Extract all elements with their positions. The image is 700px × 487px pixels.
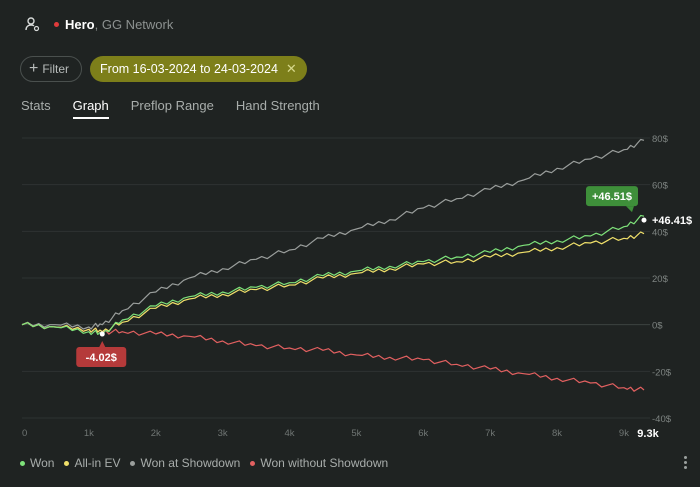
legend-dot bbox=[20, 460, 25, 466]
legend-item-won-without-showdown[interactable]: Won without Showdown bbox=[250, 456, 388, 470]
legend-item-won-at-showdown[interactable]: Won at Showdown bbox=[130, 456, 240, 470]
legend-dot bbox=[250, 460, 256, 466]
user-settings-icon[interactable] bbox=[24, 16, 40, 32]
y-tick-label: -40$ bbox=[652, 414, 672, 425]
add-filter-button[interactable]: + Filter bbox=[20, 56, 83, 82]
tab-stats[interactable]: Stats bbox=[21, 98, 51, 113]
tab-bar: Stats Graph Preflop Range Hand Strength bbox=[21, 98, 320, 119]
legend-dot bbox=[64, 460, 70, 466]
x-tick-label: 0 bbox=[22, 428, 27, 439]
date-range-chip[interactable]: From 16-03-2024 to 24-03-2024 ✕ bbox=[90, 56, 307, 82]
x-tick-label: 3k bbox=[218, 428, 228, 439]
y-tick-label: -20$ bbox=[652, 367, 672, 378]
chart-legend: Won All-in EV Won at Showdown Won withou… bbox=[20, 456, 388, 470]
x-tick-label: 1k bbox=[84, 428, 94, 439]
x-tick-label: 8k bbox=[552, 428, 562, 439]
profit-graph: 80$ 60$ 40$ 20$ 0$ -20$ -40$ 0 1k 2k 3k 4k 5k 6k 7k 8k 9… bbox=[21, 134, 692, 440]
tab-preflop-range[interactable]: Preflop Range bbox=[130, 98, 214, 113]
min-point-badge bbox=[76, 347, 127, 368]
end-point-marker bbox=[641, 217, 647, 223]
series-line-won-at-showdown bbox=[21, 138, 645, 330]
x-tick-label: 4k bbox=[285, 428, 295, 439]
x-tick-label: 9k bbox=[619, 428, 629, 439]
network-dot bbox=[54, 21, 59, 27]
filter-bar: + Filter From 16-03-2024 to 24-03-2024 ✕ bbox=[20, 56, 307, 82]
series-line-won bbox=[21, 214, 645, 336]
won-final-badge-pointer bbox=[626, 206, 634, 213]
y-tick-label: 20$ bbox=[652, 274, 669, 285]
date-range-label: From 16-03-2024 to 24-03-2024 bbox=[100, 62, 278, 76]
y-tick-label: 0$ bbox=[652, 321, 663, 332]
filter-label: Filter bbox=[42, 62, 70, 76]
legend-label: Won at Showdown bbox=[140, 456, 241, 470]
plus-icon: + bbox=[29, 60, 39, 77]
series-line-won-without-showdown bbox=[21, 322, 645, 392]
legend-label: Won without Showdown bbox=[260, 456, 389, 470]
legend-item-won[interactable]: Won bbox=[20, 456, 54, 470]
x-tick-label: 6k bbox=[418, 428, 428, 439]
min-badge-pointer bbox=[99, 341, 106, 348]
y-tick-label: 40$ bbox=[652, 227, 669, 238]
x-max-label: 9.3k bbox=[637, 428, 659, 440]
x-tick-label: 5k bbox=[351, 428, 361, 439]
header: Hero , GG Network bbox=[24, 14, 173, 34]
more-vertical-icon[interactable] bbox=[682, 454, 688, 471]
won-final-badge bbox=[586, 186, 638, 207]
legend-item-allin-ev[interactable]: All-in EV bbox=[64, 456, 120, 470]
y-tick-label: 80$ bbox=[652, 134, 669, 145]
series-line-all-in-ev bbox=[21, 231, 645, 333]
legend-label: All-in EV bbox=[74, 456, 121, 470]
min-point-label: -4.02$ bbox=[86, 352, 117, 364]
tab-hand-strength[interactable]: Hand Strength bbox=[235, 98, 320, 113]
tab-graph[interactable]: Graph bbox=[72, 98, 109, 119]
close-icon[interactable]: ✕ bbox=[285, 61, 297, 76]
player-name: Hero bbox=[65, 16, 95, 32]
min-point-marker bbox=[99, 331, 105, 337]
legend-dot bbox=[130, 460, 136, 466]
won-final-label: +46.51$ bbox=[592, 191, 632, 203]
y-tick-label: 60$ bbox=[652, 181, 669, 192]
network-name: , GG Network bbox=[94, 16, 174, 32]
legend-label: Won bbox=[30, 456, 55, 470]
x-tick-label: 2k bbox=[151, 428, 161, 439]
ev-final-label: +46.41$ bbox=[652, 215, 692, 227]
x-tick-label: 7k bbox=[485, 428, 495, 439]
